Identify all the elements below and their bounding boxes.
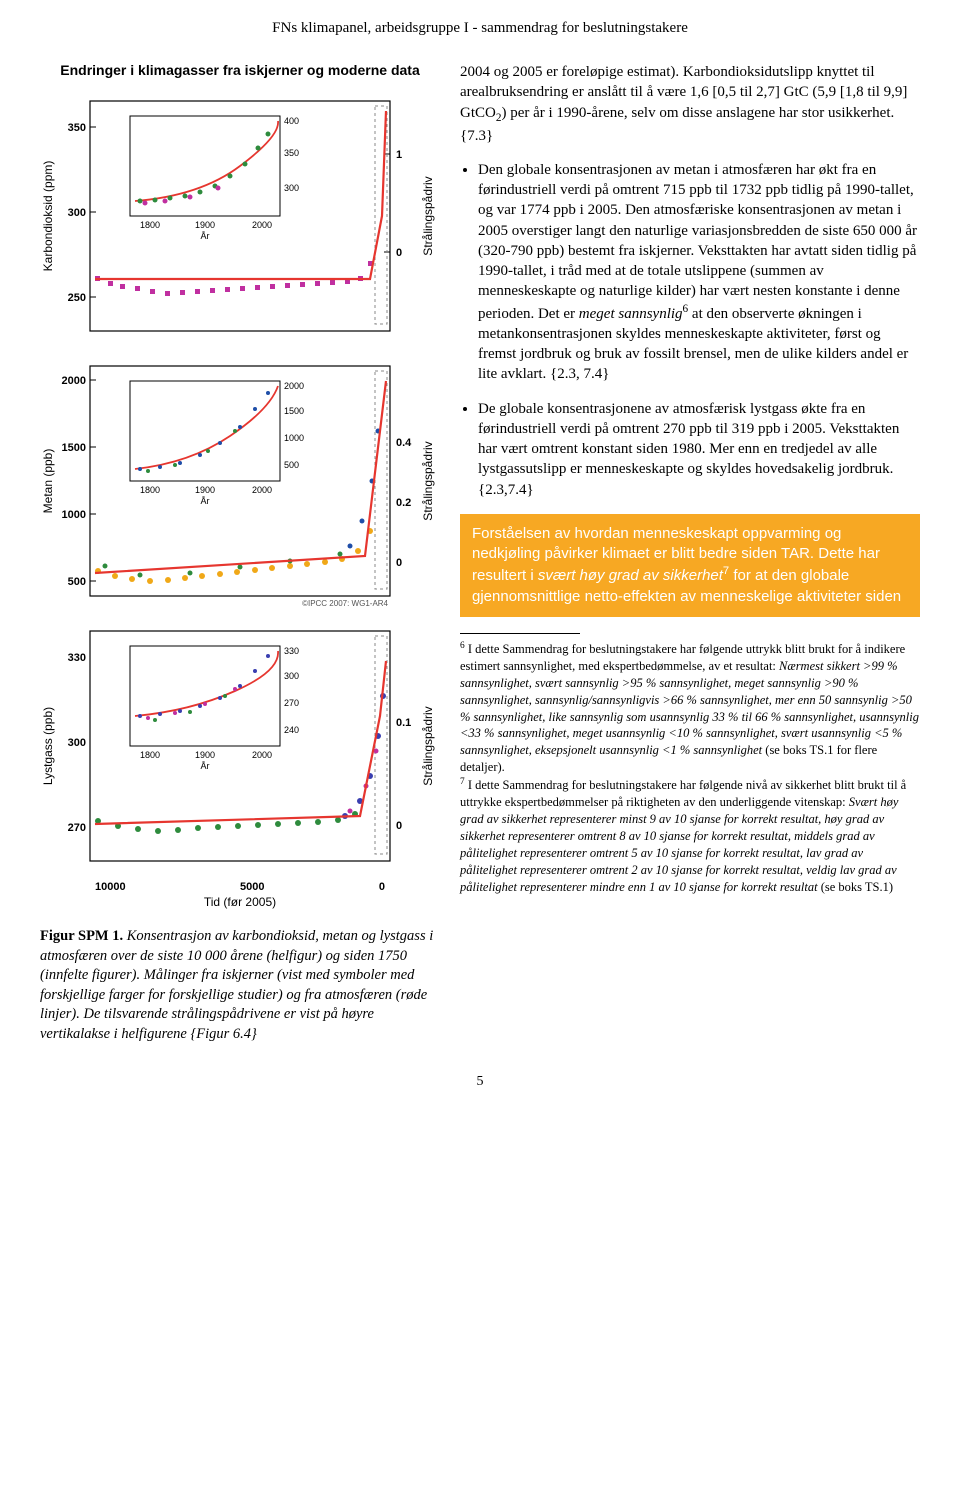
inset-co2: 400 350 300 1800 1900 2000 År <box>130 116 299 241</box>
svg-text:1800: 1800 <box>140 220 160 230</box>
svg-text:250: 250 <box>68 292 86 304</box>
svg-text:2000: 2000 <box>252 750 272 760</box>
svg-text:270: 270 <box>284 698 299 708</box>
figure-title: Endringer i klimagasser fra iskjerner og… <box>40 62 440 78</box>
svg-text:1800: 1800 <box>140 485 160 495</box>
time-axis-label: Tid (før 2005) <box>40 895 440 909</box>
svg-text:År: År <box>201 496 210 506</box>
svg-text:2000: 2000 <box>252 485 272 495</box>
svg-text:1900: 1900 <box>195 485 215 495</box>
svg-text:1: 1 <box>396 149 402 161</box>
svg-text:©IPCC 2007: WG1-AR4: ©IPCC 2007: WG1-AR4 <box>302 599 388 608</box>
svg-text:330: 330 <box>284 646 299 656</box>
svg-text:0: 0 <box>396 820 402 832</box>
svg-text:År: År <box>201 761 210 771</box>
svg-text:0.1: 0.1 <box>396 717 411 729</box>
svg-text:300: 300 <box>284 671 299 681</box>
yaxis-label: Karbondioksid (ppm) <box>41 161 55 272</box>
svg-text:Lystgass (ppb): Lystgass (ppb) <box>41 707 55 785</box>
svg-text:Strålingspådriv: Strålingspådriv <box>421 706 435 785</box>
chart-panel-co2: Karbondioksid (ppm) Strålingspådriv 350 … <box>40 86 440 346</box>
svg-text:0.2: 0.2 <box>396 497 411 509</box>
svg-text:1900: 1900 <box>195 750 215 760</box>
data-series-ch4-a <box>95 528 373 584</box>
svg-text:1500: 1500 <box>284 406 304 416</box>
svg-text:240: 240 <box>284 725 299 735</box>
bullet-methane: Den globale konsentrasjonen av metan i a… <box>478 160 920 385</box>
svg-text:500: 500 <box>68 576 86 588</box>
svg-text:2000: 2000 <box>284 381 304 391</box>
svg-text:2000: 2000 <box>252 220 272 230</box>
page-number: 5 <box>40 1074 920 1090</box>
svg-text:300: 300 <box>284 183 299 193</box>
svg-text:1800: 1800 <box>140 750 160 760</box>
footnote-6: 6 I dette Sammendrag for beslutningstake… <box>460 640 920 776</box>
svg-text:År: År <box>201 231 210 241</box>
footnote-7: 7 I dette Sammendrag for beslutningstake… <box>460 776 920 895</box>
svg-text:270: 270 <box>68 822 86 834</box>
chart-panel-ch4: Metan (ppb) Strålingspådriv 2000 1500 10… <box>40 351 440 611</box>
svg-text:500: 500 <box>284 460 299 470</box>
time-axis-ticks: 10000 5000 0 <box>40 881 440 893</box>
svg-text:1500: 1500 <box>62 442 86 454</box>
right-axis-label: Strålingspådriv <box>421 176 435 255</box>
chart-panel-n2o: Lystgass (ppb) Strålingspådriv 330 300 2… <box>40 616 440 876</box>
svg-text:1000: 1000 <box>62 509 86 521</box>
svg-text:1000: 1000 <box>284 433 304 443</box>
svg-text:0: 0 <box>396 557 402 569</box>
figure-caption: Figur SPM 1. Konsentrasjon av karbondiok… <box>40 927 440 1044</box>
svg-text:Metan (ppb): Metan (ppb) <box>41 449 55 514</box>
lead-paragraph: 2004 og 2005 er foreløpige estimat). Kar… <box>460 62 920 146</box>
svg-text:2000: 2000 <box>62 375 86 387</box>
svg-text:350: 350 <box>68 122 86 134</box>
svg-text:350: 350 <box>284 148 299 158</box>
bullet-n2o: De globale konsentrasjonene av atmosfæri… <box>478 399 920 500</box>
svg-text:400: 400 <box>284 116 299 126</box>
svg-text:330: 330 <box>68 652 86 664</box>
svg-text:0: 0 <box>396 247 402 259</box>
svg-text:0.4: 0.4 <box>396 437 412 449</box>
svg-text:1900: 1900 <box>195 220 215 230</box>
highlight-box: Forståelsen av hvordan menneskeskapt opp… <box>460 514 920 617</box>
svg-text:Strålingspådriv: Strålingspådriv <box>421 441 435 520</box>
svg-text:300: 300 <box>68 737 86 749</box>
page-header: FNs klimapanel, arbeidsgruppe I - sammen… <box>40 20 920 37</box>
footnote-separator <box>460 633 580 634</box>
svg-text:300: 300 <box>68 207 86 219</box>
